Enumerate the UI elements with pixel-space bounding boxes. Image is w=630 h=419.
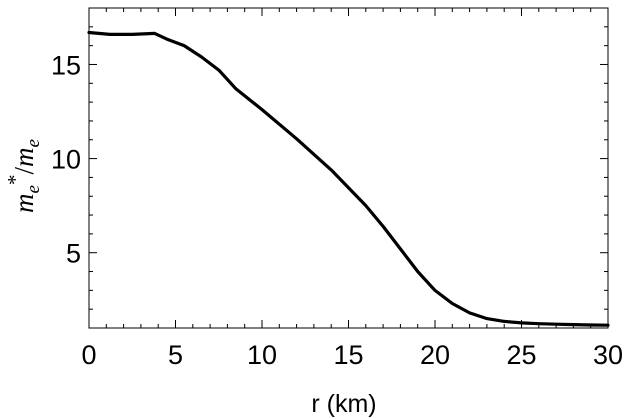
y-label-base: m — [9, 193, 39, 213]
series-line — [87, 30, 610, 327]
x-axis-label: r (km) — [311, 390, 376, 418]
x-tick-label: 10 — [247, 340, 277, 370]
y-label-den-sub: e — [23, 139, 44, 147]
y-tick-label: 5 — [66, 239, 81, 269]
x-tick-label: 20 — [420, 340, 450, 370]
y-label-sep: / — [9, 167, 39, 175]
x-tick-label: 25 — [506, 340, 536, 370]
y-label-sub: e — [23, 185, 44, 193]
axis-ticks — [88, 7, 609, 329]
plot-frame — [88, 7, 609, 329]
y-label-sup: * — [3, 175, 27, 186]
x-tick-label: 0 — [81, 340, 96, 370]
y-tick-label: 15 — [51, 50, 81, 80]
y-tick-label: 10 — [51, 145, 81, 175]
axis-tick-labels: 0 5 10 15 20 25 30 5 10 15 — [51, 50, 623, 370]
svg-text:me*/me: me*/me — [3, 139, 44, 213]
x-tick-label: 15 — [333, 340, 363, 370]
y-axis-label: me*/me — [3, 139, 44, 213]
y-label-den-base: m — [9, 147, 39, 167]
x-tick-label: 30 — [593, 340, 623, 370]
x-tick-label: 5 — [168, 340, 183, 370]
